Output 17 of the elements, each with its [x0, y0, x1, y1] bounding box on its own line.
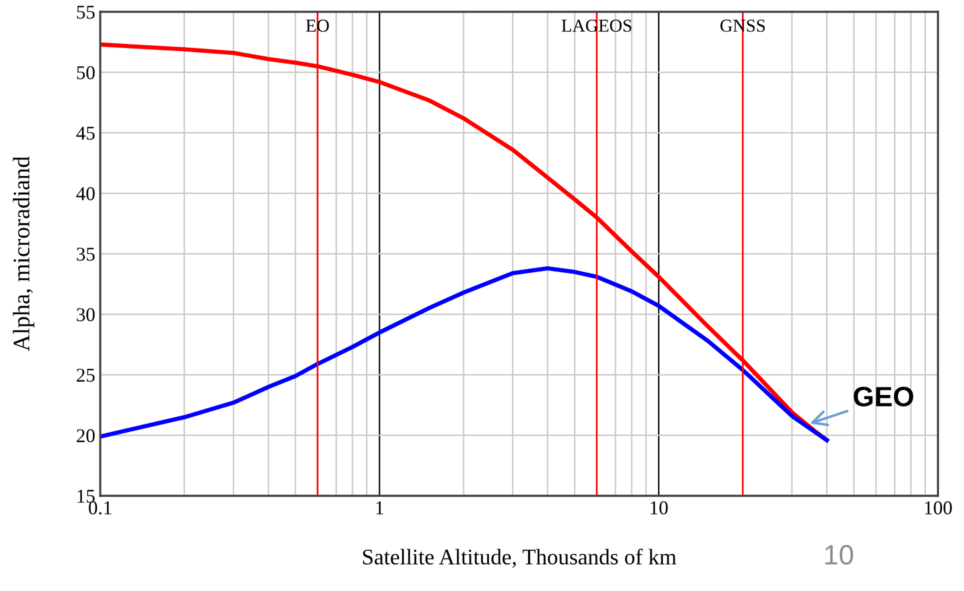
y-tick-label: 20 [76, 429, 95, 442]
y-tick-label: 50 [77, 66, 95, 80]
y-tick-label: 25 [76, 368, 95, 382]
x-axis-title: Satellite Altitude, Thousands of km [363, 548, 676, 568]
x-tick-label: 1 [376, 501, 384, 514]
y-tick-label: 55 [77, 6, 95, 19]
x-tick-label: 0.1 [88, 501, 112, 514]
text: 10 [825, 545, 854, 565]
y-tick-label: 40 [76, 187, 95, 200]
x-tick-label: 10 [650, 501, 668, 514]
y-tick-label: 30 [76, 308, 95, 322]
y-tick-label: 45 [76, 126, 95, 140]
y-tick-label: 15 [78, 490, 95, 503]
y-axis-title: Alpha, microradiand [12, 156, 34, 352]
annotation: GEO [854, 386, 914, 406]
y-tick-label: 35 [76, 248, 95, 261]
x-tick-label: 100 [925, 501, 952, 514]
